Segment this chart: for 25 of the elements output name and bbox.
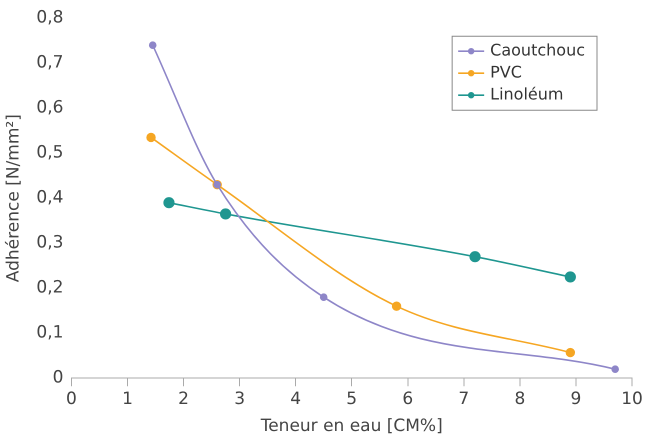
x-tick-label: 7 bbox=[458, 388, 470, 409]
y-tick-label: 0,6 bbox=[36, 98, 64, 118]
x-tick-label: 9 bbox=[570, 388, 582, 409]
x-tick-label: 10 bbox=[621, 388, 643, 409]
x-tick-label: 2 bbox=[178, 388, 189, 409]
x-axis-title: Teneur en eau [CM%] bbox=[260, 416, 443, 436]
x-tick-label: 4 bbox=[290, 388, 302, 409]
y-tick-label: 0,2 bbox=[36, 278, 64, 298]
y-axis-title: Adhérence [N/mm²] bbox=[4, 114, 24, 282]
y-tick-label: 0,4 bbox=[36, 188, 64, 208]
x-tick-label: 3 bbox=[234, 388, 246, 409]
x-tick-label: 1 bbox=[122, 388, 133, 409]
legend-label: PVC bbox=[490, 62, 522, 82]
legend-label: Caoutchouc bbox=[490, 40, 585, 60]
y-tick-label: 0,8 bbox=[36, 8, 64, 28]
y-tick-label: 0,7 bbox=[36, 52, 64, 73]
y-tick-label: 0,1 bbox=[36, 322, 64, 343]
y-tick-label: 0,5 bbox=[36, 142, 64, 163]
x-tick-label: 5 bbox=[346, 388, 358, 409]
y-tick-label: 0,3 bbox=[36, 232, 64, 253]
x-tick-label: 8 bbox=[514, 388, 526, 409]
legend-label: Linoléum bbox=[490, 84, 564, 104]
x-tick-label: 6 bbox=[402, 388, 414, 409]
y-tick-label: 0 bbox=[52, 368, 64, 388]
x-tick-label: 0 bbox=[66, 388, 77, 409]
